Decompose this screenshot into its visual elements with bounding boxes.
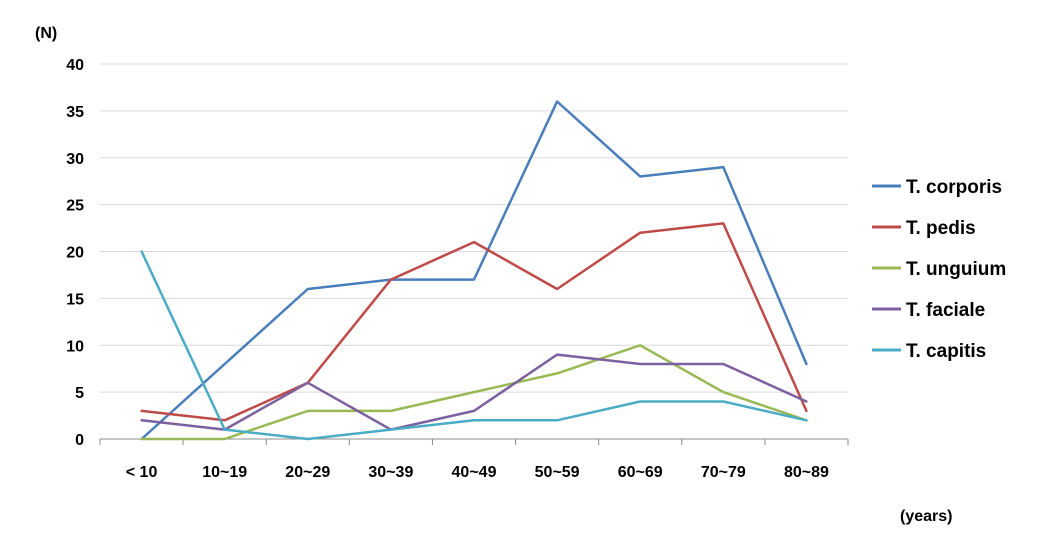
gridlines [99, 63, 849, 445]
legend-entry: T. capitis [906, 341, 986, 362]
y-tick-label: 20 [66, 245, 84, 262]
legend-entry: T. pedis [906, 218, 976, 239]
y-tick-label: 40 [66, 57, 84, 74]
x-tick-label: 80~89 [784, 464, 829, 481]
series-line-4 [140, 250, 808, 441]
y-axis-unit-label: (N) [35, 25, 57, 42]
x-tick-label: 40~49 [452, 464, 497, 481]
x-tick-label: < 10 [126, 464, 158, 481]
y-axis-ticks: 0 5 10 15 20 25 30 35 40 [66, 57, 84, 449]
series-line-2 [140, 344, 808, 441]
legend-entry: T. faciale [906, 300, 985, 321]
y-tick-label: 25 [66, 198, 84, 215]
legend-entry: T. corporis [906, 177, 1002, 198]
series-line-0 [140, 100, 808, 441]
y-tick-label: 5 [75, 385, 84, 402]
x-axis-unit-label: (years) [900, 508, 952, 525]
x-tick-label: 60~69 [618, 464, 663, 481]
x-tick-label: 10~19 [202, 464, 247, 481]
x-tick-label: 50~59 [535, 464, 580, 481]
y-tick-label: 30 [66, 151, 84, 168]
series-line-1 [140, 222, 808, 422]
y-tick-label: 10 [66, 338, 84, 355]
x-tick-label: 30~39 [368, 464, 413, 481]
series-line-3 [140, 353, 808, 431]
x-tick-label: 20~29 [285, 464, 330, 481]
x-axis-ticks: < 10 10~19 20~29 30~39 40~49 50~59 60~69 70~79 8… [126, 464, 829, 481]
legend-entry: T. unguium [906, 259, 1006, 280]
y-tick-label: 0 [75, 432, 84, 449]
legend: T. corporis T. pedis T. unguium T. faciale T… [872, 177, 1006, 362]
y-tick-label: 15 [66, 291, 84, 308]
y-tick-label: 35 [66, 104, 84, 121]
series-lines [140, 100, 808, 441]
x-tick-label: 70~79 [701, 464, 746, 481]
